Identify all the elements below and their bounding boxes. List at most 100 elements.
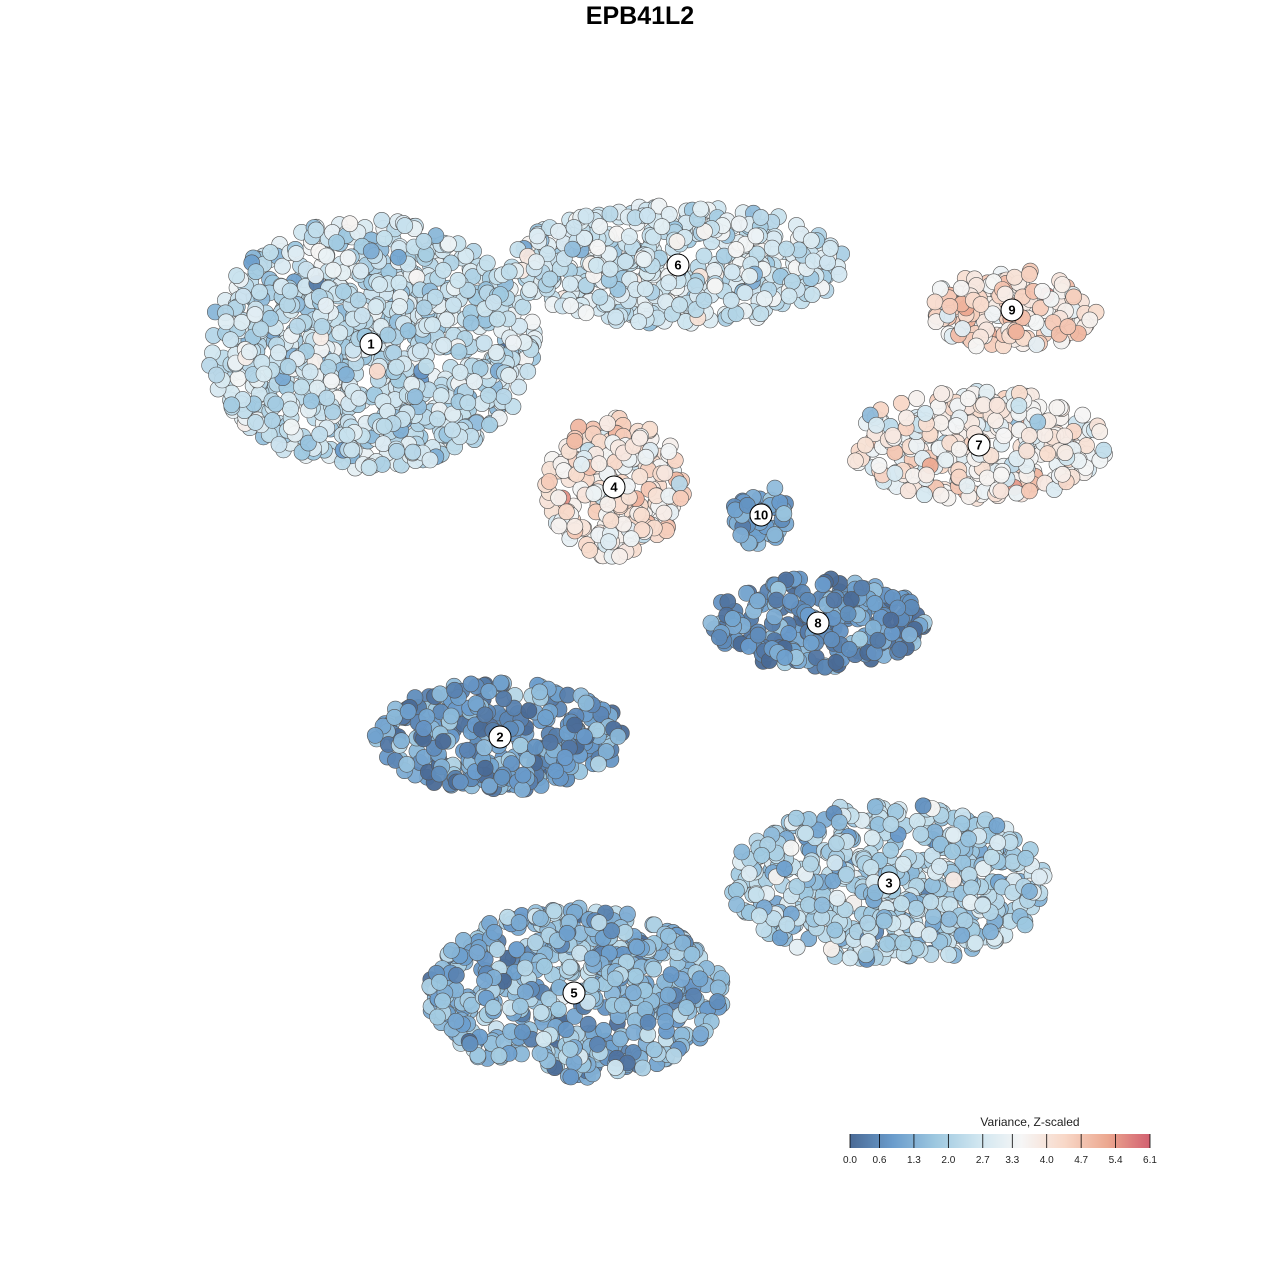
scatter-point: [763, 239, 781, 257]
scatter-point: [480, 386, 497, 404]
scatter-point: [987, 412, 1004, 429]
scatter-point: [826, 921, 844, 939]
scatter-point: [302, 392, 320, 410]
scatter-point: [740, 865, 758, 882]
scatter-point: [732, 526, 750, 544]
scatter-point: [752, 305, 770, 323]
scatter-point: [783, 273, 801, 290]
scatter-point: [527, 253, 545, 271]
cluster-label-marker: [562, 981, 586, 1005]
scatter-point: [912, 825, 930, 843]
scatter-point: [908, 390, 926, 407]
scatter-point: [950, 440, 968, 458]
scatter-point: [279, 296, 296, 314]
scatter-point: [521, 281, 539, 298]
scatter-point: [489, 310, 506, 328]
scatter-point: [512, 737, 529, 754]
scatter-point: [813, 896, 831, 914]
scatter-point: [933, 385, 950, 402]
scatter-point: [537, 709, 554, 727]
scatter-point: [893, 394, 910, 412]
scatter-point: [839, 605, 857, 623]
scatter-point: [631, 468, 649, 485]
scatter-point: [621, 228, 638, 245]
scatter-point: [823, 631, 841, 648]
cluster-label-marker: [666, 253, 690, 277]
scatter-point: [388, 358, 405, 376]
scatter-point: [1053, 276, 1071, 293]
scatter-point: [500, 263, 518, 281]
scatter-point: [636, 280, 654, 298]
scatter-point: [882, 611, 900, 629]
scatter-point: [882, 841, 900, 859]
scatter-point: [1091, 423, 1108, 441]
scatter-point: [958, 477, 976, 495]
scatter-point: [960, 830, 977, 848]
scatter-point: [916, 405, 934, 422]
scatter-point: [366, 727, 384, 744]
scatter-point: [778, 916, 796, 933]
scatter-point: [528, 227, 546, 245]
scatter-point: [540, 473, 558, 490]
scatter-point: [893, 895, 910, 913]
scatter-point: [624, 984, 642, 1002]
cluster-label-2: 2: [488, 725, 512, 749]
scatter-point: [803, 232, 820, 249]
scatter-point: [869, 631, 887, 649]
colorbar-tick-label: 5.4: [1109, 1155, 1123, 1166]
scatter-point: [695, 247, 713, 265]
scatter-point: [619, 905, 636, 923]
scatter-point: [448, 966, 465, 984]
scatter-point: [247, 414, 264, 431]
scatter-point: [710, 629, 728, 646]
scatter-point: [639, 207, 656, 224]
scatter-point: [776, 860, 793, 878]
cluster-label-8: 8: [806, 611, 830, 635]
scatter-point: [995, 427, 1013, 445]
scatter-point: [954, 320, 971, 338]
scatter-point: [252, 320, 269, 338]
scatter-point: [956, 912, 974, 930]
scatter-point: [1021, 882, 1038, 900]
scatter-point: [788, 878, 806, 895]
scatter-point: [866, 798, 884, 816]
scatter-point: [657, 1013, 675, 1030]
scatter-point: [556, 749, 574, 766]
scatter-point: [788, 938, 806, 956]
scatter-point: [857, 946, 875, 964]
scatter-point: [318, 247, 335, 265]
scatter-point: [603, 922, 620, 940]
cluster-label-text: 5: [570, 986, 577, 1001]
scatter-point: [659, 986, 677, 1004]
scatter-point: [625, 1024, 643, 1041]
scatter-point: [803, 286, 821, 303]
scatter-point: [952, 279, 970, 297]
scatter-point: [476, 759, 494, 777]
scatter-point: [639, 1013, 657, 1031]
scatter-point: [367, 298, 385, 316]
scatter-point: [435, 336, 453, 354]
scatter-point: [692, 200, 710, 218]
scatter-point: [747, 886, 765, 904]
scatter-point: [393, 732, 410, 750]
scatter-point: [307, 221, 325, 239]
scatter-point: [415, 299, 433, 317]
scatter-point: [1021, 482, 1038, 500]
scatter-point: [468, 944, 486, 962]
scatter-point: [776, 649, 794, 666]
scatter-point: [323, 372, 340, 390]
cluster-label-3: 3: [877, 871, 901, 895]
scatter-point: [434, 261, 452, 279]
scatter-point: [1031, 868, 1048, 886]
scatter-point: [937, 451, 955, 469]
chart-title: EPB41L2: [585, 2, 695, 30]
scatter-point: [595, 1022, 612, 1039]
scatter-point: [992, 482, 1010, 500]
scatter-point: [495, 690, 513, 708]
scatter-point: [581, 541, 599, 559]
scatter-point: [628, 938, 646, 956]
scatter-point: [335, 283, 352, 300]
scatter-point: [520, 702, 538, 719]
scatter-point: [463, 996, 480, 1014]
scatter-point: [469, 1047, 487, 1064]
